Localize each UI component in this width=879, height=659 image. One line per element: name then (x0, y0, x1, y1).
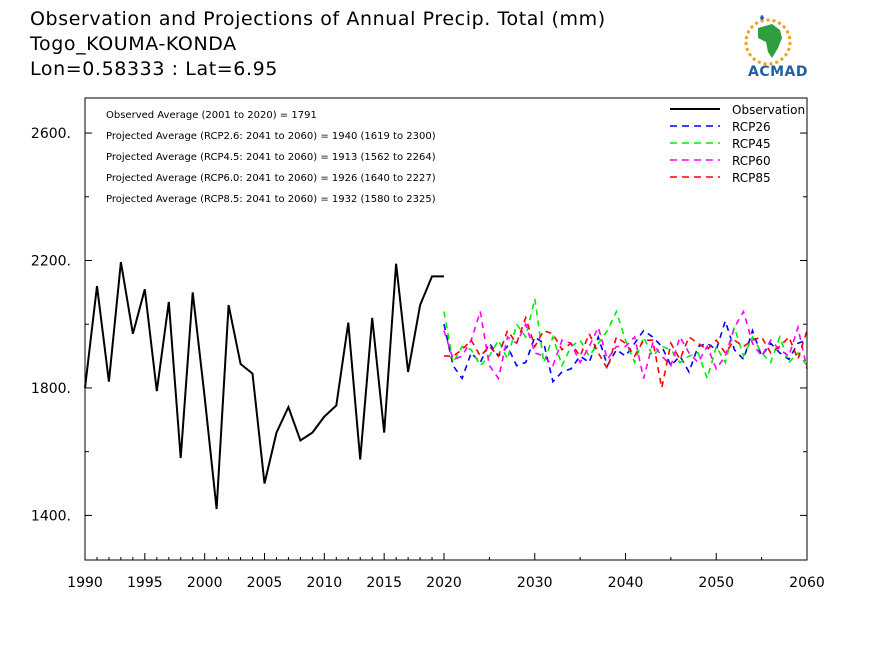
legend-label: RCP60 (732, 154, 771, 168)
series-line-rcp60 (443, 309, 808, 381)
x-tick-label: 2020 (426, 575, 462, 591)
annotation-text: Projected Average (RCP2.6: 2041 to 2060)… (106, 131, 436, 142)
y-tick-label: 2200. (31, 253, 71, 269)
legend-label: Observation (732, 103, 805, 117)
series-line-rcp26 (443, 318, 808, 384)
logo-text: ACMAD (748, 64, 808, 80)
coordinates-label: Lon=0.58333 : Lat=6.95 (30, 58, 278, 80)
legend-label: RCP45 (732, 137, 771, 151)
acmad-logo: ACMAD (738, 8, 818, 84)
y-tick-label: 1400. (31, 508, 71, 524)
legend-label: RCP85 (732, 171, 771, 185)
x-tick-label: 2000 (187, 575, 223, 591)
x-tick-label: 2005 (247, 575, 283, 591)
x-tick-label: 2015 (366, 575, 402, 591)
x-tick-label: 2060 (789, 575, 825, 591)
annotation-text: Observed Average (2001 to 2020) = 1791 (106, 110, 317, 121)
plot-frame (84, 97, 808, 561)
x-tick-label: 2010 (307, 575, 343, 591)
x-tick-label: 1990 (67, 575, 103, 591)
x-tick-label: 2030 (517, 575, 553, 591)
annotation-text: Projected Average (RCP4.5: 2041 to 2060)… (106, 152, 436, 163)
series-line-observation (84, 261, 444, 510)
location-label: Togo_KOUMA-KONDA (30, 33, 237, 55)
annotation-text: Projected Average (RCP8.5: 2041 to 2060)… (106, 194, 436, 205)
x-tick-label: 1995 (127, 575, 163, 591)
africa-map-icon (744, 15, 792, 66)
legend-label: RCP26 (732, 120, 771, 134)
chart-title: Observation and Projections of Annual Pr… (30, 8, 606, 30)
annotation-text: Projected Average (RCP6.0: 2041 to 2060)… (106, 173, 436, 184)
x-tick-label: 2040 (608, 575, 644, 591)
series-line-rcp85 (444, 315, 808, 389)
x-tick-label: 2050 (698, 575, 734, 591)
y-tick-label: 2600. (31, 126, 71, 142)
y-tick-label: 1800. (31, 381, 71, 397)
series-line-rcp45 (443, 298, 808, 382)
